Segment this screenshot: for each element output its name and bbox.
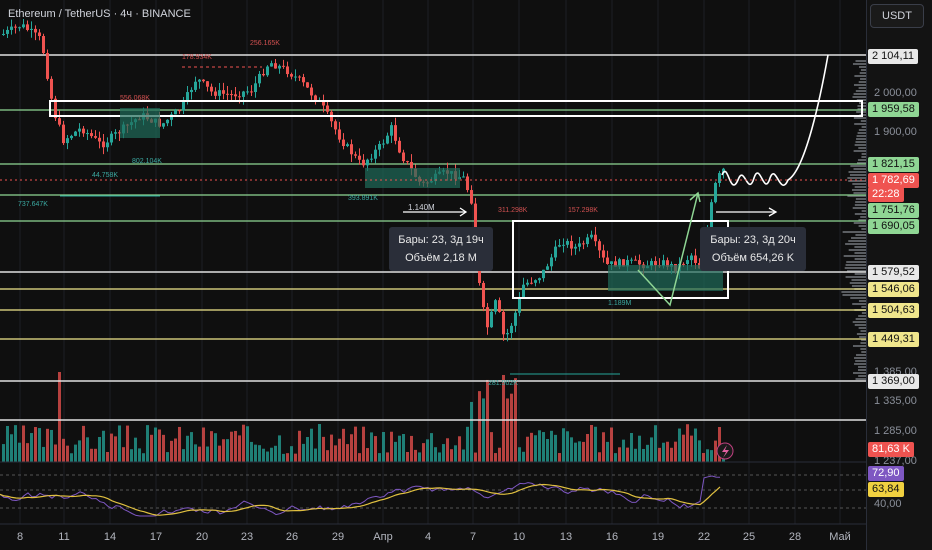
price-label: 1 959,58 [868, 102, 919, 117]
volume-marker: 802.104K [132, 158, 162, 165]
volume-marker: 256.165K [250, 40, 280, 47]
measure-label: 1.140M [408, 203, 435, 212]
time-tick: 22 [697, 531, 711, 543]
price-label: 1 821,15 [868, 157, 919, 172]
volume-marker: 281.902K [488, 380, 518, 387]
time-tick: 4 [424, 531, 432, 543]
tooltip-bars: Бары: 23, 3д 20ч [710, 234, 796, 246]
time-tick: 26 [285, 531, 299, 543]
time-tick: 19 [651, 531, 665, 543]
volume-profile [841, 60, 866, 380]
price-tick: 2 000,00 [874, 87, 917, 99]
tooltip-bars: Бары: 23, 3д 19ч [398, 234, 484, 246]
price-tick: 40,00 [874, 498, 902, 510]
current-price-label: 1 782,69 [868, 173, 919, 188]
resistance-zone-box[interactable] [49, 100, 863, 117]
price-label: 1 504,63 [868, 303, 919, 318]
rsi-label: 72,90 [868, 466, 904, 481]
tooltip-volume: Объём 654,26 K [711, 252, 795, 264]
time-tick: 14 [103, 531, 117, 543]
time-tick: 13 [559, 531, 573, 543]
symbol-title[interactable]: Ethereum / TetherUS · 4ч · BINANCE [8, 8, 191, 20]
countdown-label: 22:28 [868, 187, 904, 202]
time-tick: Апр [373, 531, 393, 543]
price-label: 1 546,06 [868, 282, 919, 297]
projection-path[interactable] [637, 192, 699, 307]
time-tick: 20 [195, 531, 209, 543]
volume-marker: 157.298K [568, 207, 598, 214]
volume-marker: 393.891K [348, 195, 378, 202]
price-label: 1 369,00 [868, 374, 919, 389]
time-tick: 16 [605, 531, 619, 543]
volume-marker: 44.758K [92, 172, 119, 179]
measure-tooltip-left: Бары: 23, 3д 19ч Объём 2,18 M [389, 227, 493, 271]
time-tick: 17 [149, 531, 163, 543]
rsi-panel [0, 474, 866, 517]
time-tick: Май [829, 531, 851, 543]
lightning-icon[interactable] [716, 442, 734, 460]
forecast-wave[interactable] [721, 54, 829, 186]
price-label: 1 751,76 [868, 203, 919, 218]
price-label: 1 690,05 [868, 219, 919, 234]
price-tick: 1 285,00 [874, 425, 917, 437]
measure-tooltip-right: Бары: 23, 3д 20ч Объём 654,26 K [700, 227, 806, 271]
time-tick: 28 [788, 531, 802, 543]
volume-marker: 311.298K [498, 207, 528, 214]
volume-marker: 1.189M [608, 300, 632, 307]
time-tick: 25 [742, 531, 756, 543]
price-label: 2 104,11 [868, 49, 919, 64]
time-tick: 11 [58, 531, 70, 543]
volume-marker: 178.934K [182, 54, 212, 61]
time-tick: 8 [16, 531, 24, 543]
price-label: 1 449,31 [868, 332, 919, 347]
volume-marker: 737.647K [18, 201, 48, 208]
price-tick: 1 900,00 [874, 126, 917, 138]
tooltip-volume: Объём 2,18 M [405, 252, 477, 264]
currency-button[interactable]: USDT [870, 4, 924, 28]
price-label: 1 579,52 [868, 265, 919, 280]
volume-label: 81,63 K [868, 442, 914, 457]
volume-marker: 556.068K [120, 95, 150, 102]
price-tick: 1 335,00 [874, 395, 917, 407]
time-tick: 23 [240, 531, 254, 543]
time-tick: 10 [512, 531, 526, 543]
time-tick: 29 [331, 531, 345, 543]
rsi-ma-label: 63,84 [868, 482, 904, 497]
price-tick: 1 237,00 [874, 455, 917, 467]
time-tick: 7 [469, 531, 477, 543]
